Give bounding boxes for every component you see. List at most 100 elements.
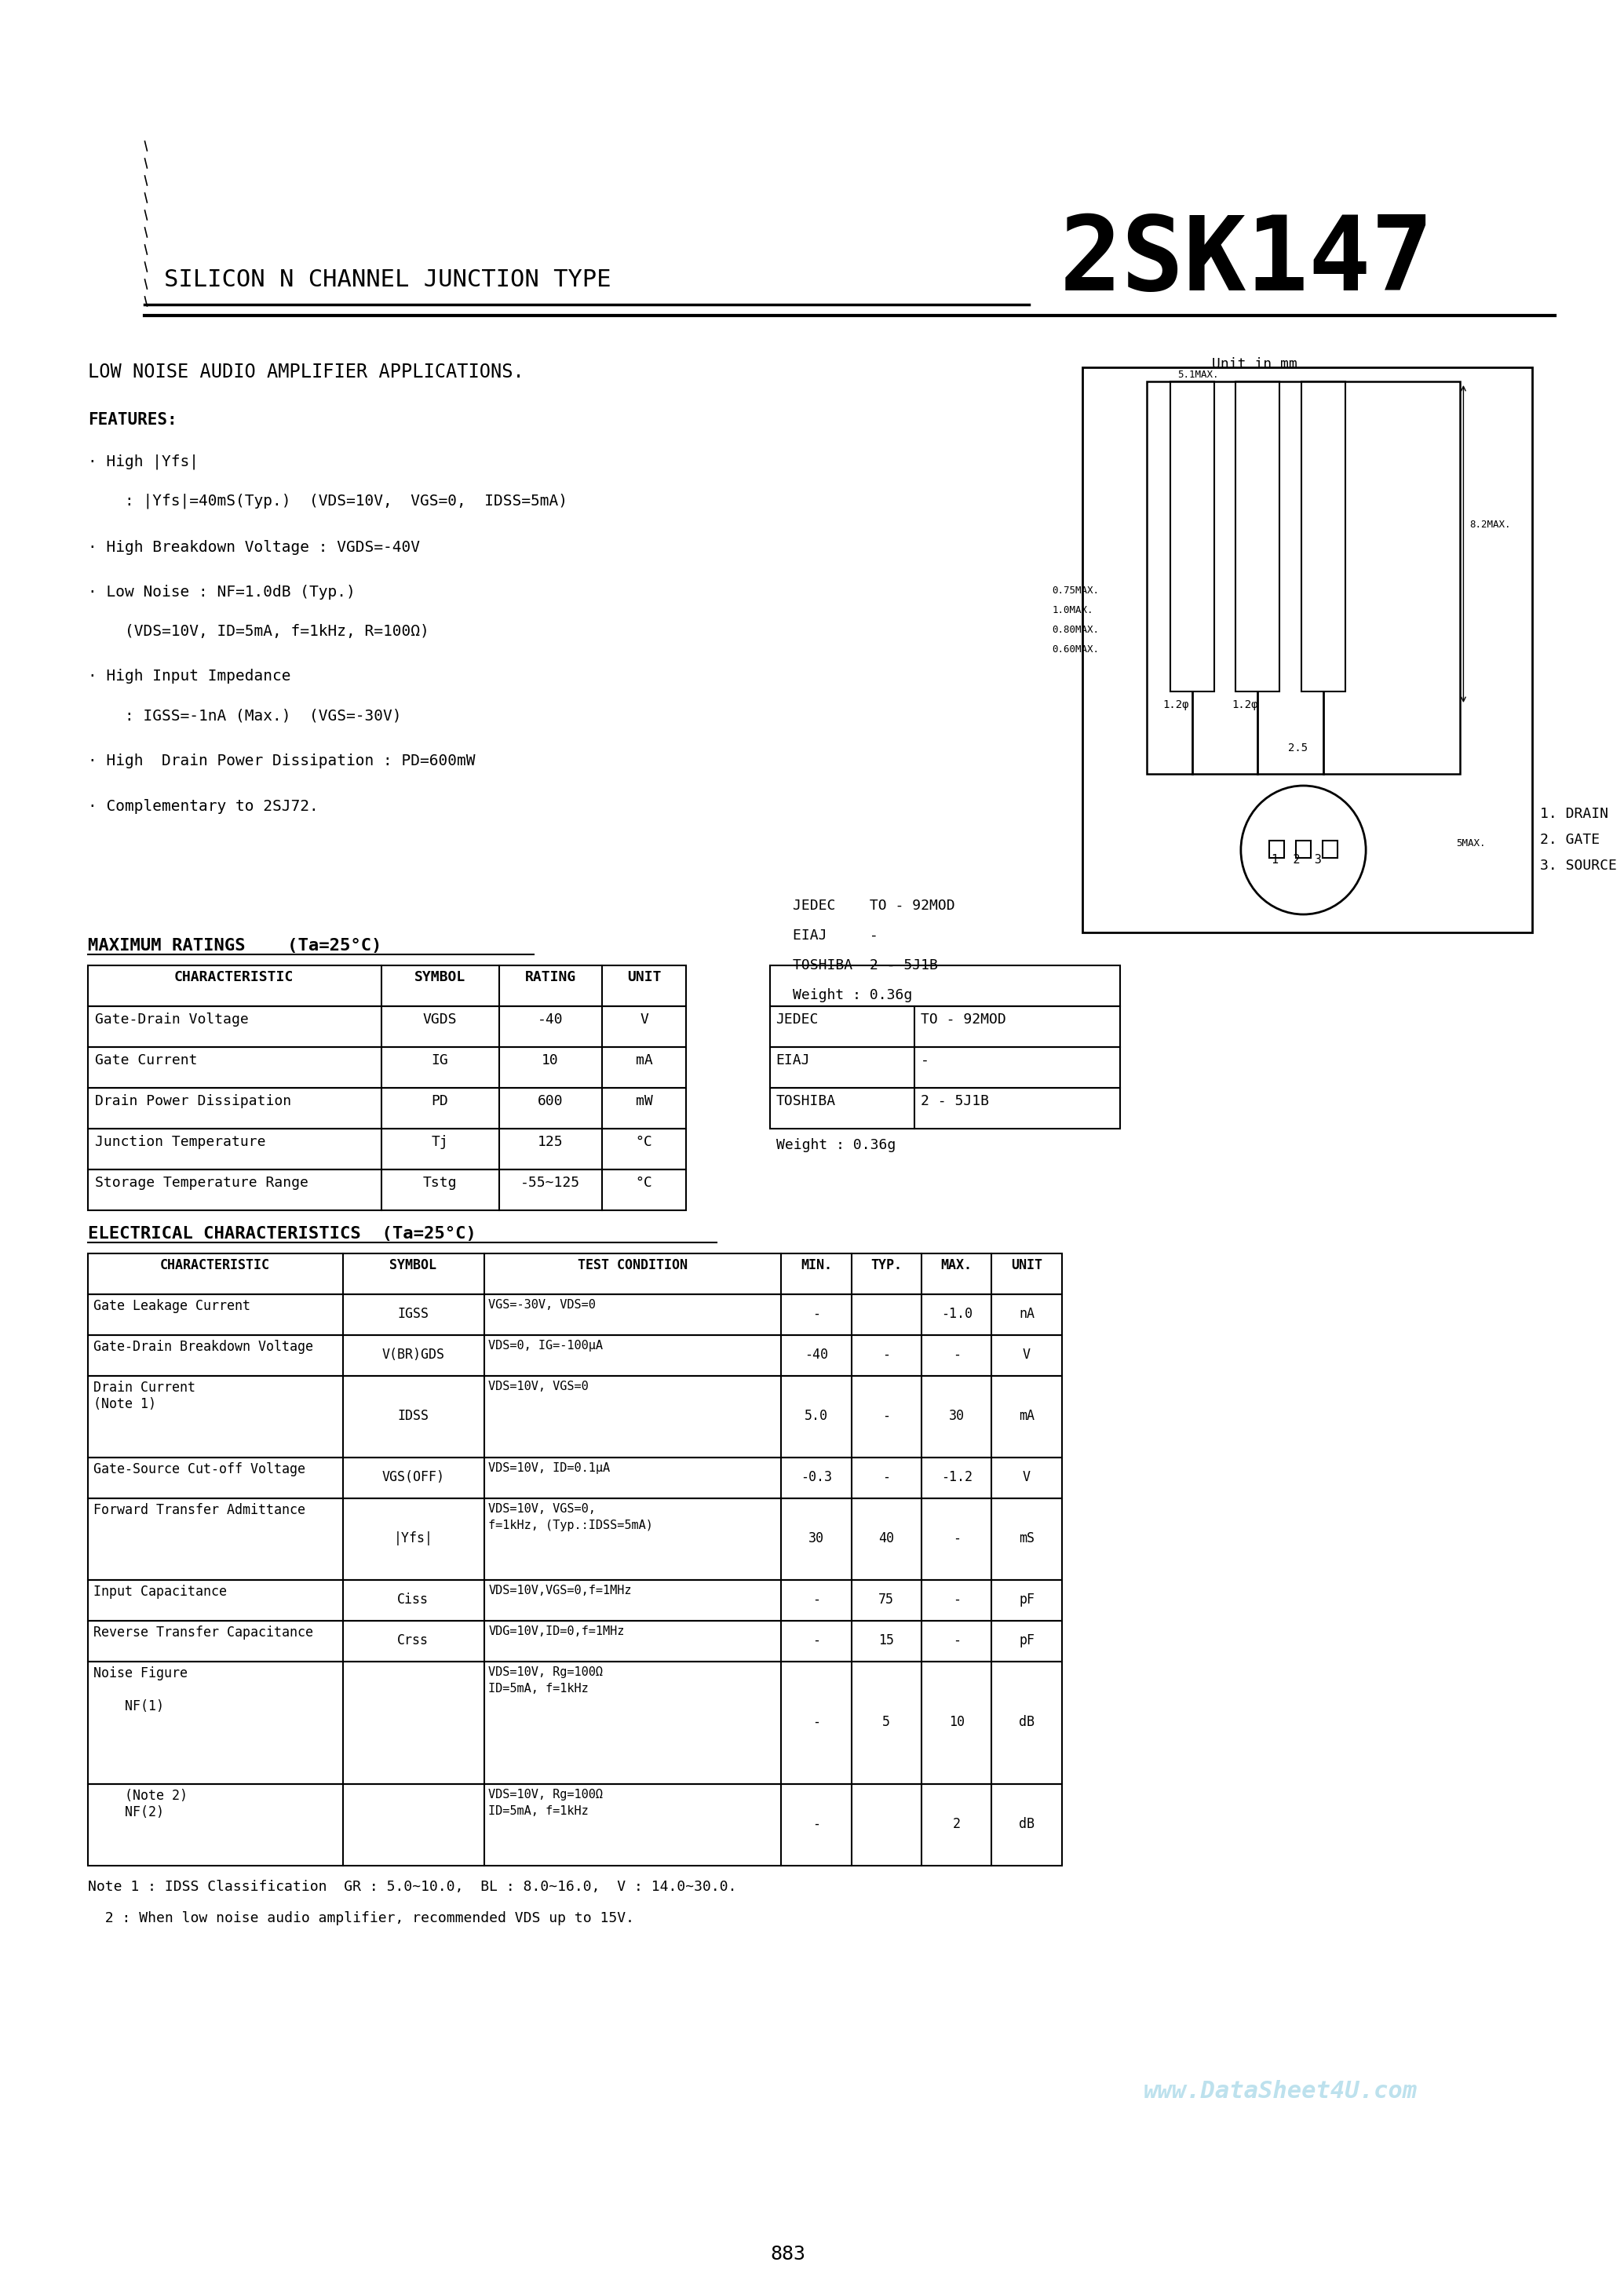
Text: : |Yfs|=40mS(Typ.)  (VDS=10V,  VGS=0,  IDSS=5mA): : |Yfs|=40mS(Typ.) (VDS=10V, VGS=0, IDSS… [88,493,567,507]
Text: °C: °C [635,1175,653,1189]
Text: TO - 92MOD: TO - 92MOD [921,1012,1007,1026]
Text: ELECTRICAL CHARACTERISTICS  (Ta=25°C): ELECTRICAL CHARACTERISTICS (Ta=25°C) [88,1226,476,1242]
Bar [770,1005,1121,1047]
Text: 0.60MAX.: 0.60MAX. [1052,645,1099,654]
Text: pF: pF [1018,1634,1034,1648]
Text: NF(1): NF(1) [94,1698,164,1714]
Text: -: - [882,1471,890,1485]
Text: -: - [812,1593,820,1606]
Bar [88,1088,685,1129]
Text: ID=5mA, f=1kHz: ID=5mA, f=1kHz [489,1682,590,1694]
Bar [88,1005,685,1047]
Text: -40: -40 [804,1347,828,1361]
Text: 125: 125 [538,1136,564,1150]
Text: 1.0MAX.: 1.0MAX. [1052,606,1093,615]
Text: Unit in mm: Unit in mm [1212,358,1298,372]
Text: MIN.: MIN. [801,1258,831,1271]
Text: FEATURES:: FEATURES: [88,413,177,427]
Text: 5.1MAX.: 5.1MAX. [1177,369,1218,381]
Text: -55~125: -55~125 [520,1175,580,1189]
Bar [1322,840,1338,858]
Bar [1296,840,1311,858]
Bar [770,1088,1121,1129]
Text: (Note 1): (Note 1) [94,1398,156,1411]
Bar [88,1047,685,1088]
Text: Junction Temperature: Junction Temperature [96,1136,266,1150]
Bar [88,1662,1062,1783]
Text: mS: mS [1018,1531,1034,1545]
Text: · High Input Impedance: · High Input Impedance [88,668,291,684]
Text: CHARACTERISTIC: CHARACTERISTIC [161,1258,270,1271]
Text: dB: dB [1018,1714,1034,1728]
Text: RATING: RATING [525,971,577,985]
Text: mA: mA [1018,1409,1034,1423]
Text: CHARACTERISTIC: CHARACTERISTIC [174,971,294,985]
Text: LOW NOISE AUDIO AMPLIFIER APPLICATIONS.: LOW NOISE AUDIO AMPLIFIER APPLICATIONS. [88,363,525,381]
Text: 15: 15 [879,1634,895,1648]
Bar [1236,381,1280,691]
Text: -: - [953,1347,960,1361]
Text: IGSS: IGSS [398,1306,429,1322]
Text: TOSHIBA: TOSHIBA [776,1095,836,1108]
Text: VDS=0, IG=-100μA: VDS=0, IG=-100μA [489,1340,603,1352]
Text: · Low Noise : NF=1.0dB (Typ.): · Low Noise : NF=1.0dB (Typ.) [88,585,356,599]
Text: 40: 40 [879,1531,895,1545]
Text: VDS=10V, VGS=0: VDS=10V, VGS=0 [489,1382,590,1393]
Text: 600: 600 [538,1095,564,1108]
Text: -0.3: -0.3 [801,1471,831,1485]
Bar [88,1170,685,1209]
Text: Forward Transfer Admittance: Forward Transfer Admittance [94,1503,305,1517]
Text: Noise Figure: Noise Figure [94,1666,188,1680]
Text: Gate-Drain Voltage: Gate-Drain Voltage [96,1012,248,1026]
Text: · High  Drain Power Dissipation : PD=600mW: · High Drain Power Dissipation : PD=600m… [88,753,474,769]
Text: (Note 2): (Note 2) [94,1788,188,1804]
Text: SILICON N CHANNEL JUNCTION TYPE: SILICON N CHANNEL JUNCTION TYPE [164,269,611,291]
Text: 30: 30 [948,1409,965,1423]
Bar [88,1620,1062,1662]
Text: VDG=10V,ID=0,f=1MHz: VDG=10V,ID=0,f=1MHz [489,1625,625,1636]
Bar [1169,381,1215,691]
Text: -1.0: -1.0 [940,1306,973,1322]
Text: JEDEC    TO - 92MOD: JEDEC TO - 92MOD [793,900,955,913]
Text: 0.80MAX.: 0.80MAX. [1052,624,1099,636]
Text: : IGSS=-1nA (Max.)  (VGS=-30V): : IGSS=-1nA (Max.) (VGS=-30V) [88,707,401,723]
Bar [88,1499,1062,1579]
Text: Crss: Crss [398,1634,429,1648]
Text: Reverse Transfer Capacitance: Reverse Transfer Capacitance [94,1625,313,1639]
Text: -: - [812,1714,820,1728]
Text: Drain Current: Drain Current [94,1382,197,1395]
Bar [88,1253,1062,1294]
Text: 2 - 5J1B: 2 - 5J1B [921,1095,989,1108]
Text: Storage Temperature Range: Storage Temperature Range [96,1175,309,1189]
Text: Note 1 : IDSS Classification  GR : 5.0~10.0,  BL : 8.0~16.0,  V : 14.0~30.0.: Note 1 : IDSS Classification GR : 5.0~10… [88,1880,736,1893]
Text: Gate Leakage Current: Gate Leakage Current [94,1299,250,1313]
Text: 5.0: 5.0 [804,1409,828,1423]
Text: VDS=10V, VGS=0,: VDS=10V, VGS=0, [489,1503,596,1515]
Text: EIAJ     -: EIAJ - [793,929,879,943]
Bar [1147,381,1460,773]
Text: 5MAX.: 5MAX. [1455,838,1486,849]
Bar [88,1377,1062,1457]
Text: · Complementary to 2SJ72.: · Complementary to 2SJ72. [88,799,318,815]
Text: 883: 883 [770,2245,806,2263]
Text: 30: 30 [809,1531,823,1545]
Bar [88,1579,1062,1620]
Text: 1. DRAIN: 1. DRAIN [1540,808,1608,822]
Text: 0.75MAX.: 0.75MAX. [1052,585,1099,597]
Text: 1  2  3: 1 2 3 [1272,854,1322,865]
Text: www.DataSheet4U.com: www.DataSheet4U.com [1143,2079,1418,2102]
Text: 3. SOURCE: 3. SOURCE [1540,858,1616,872]
Text: PD: PD [432,1095,448,1108]
Text: -40: -40 [538,1012,564,1026]
Text: TEST CONDITION: TEST CONDITION [578,1258,687,1271]
Bar [88,1294,1062,1336]
Text: 2.5: 2.5 [1288,744,1307,753]
Bar [1082,367,1531,932]
Text: Tj: Tj [432,1136,448,1150]
Text: JEDEC: JEDEC [776,1012,818,1026]
Bar [1268,840,1285,858]
Text: V: V [1023,1471,1031,1485]
Text: Gate-Drain Breakdown Voltage: Gate-Drain Breakdown Voltage [94,1340,313,1354]
Text: VGS(OFF): VGS(OFF) [382,1471,445,1485]
Text: -: - [953,1634,960,1648]
